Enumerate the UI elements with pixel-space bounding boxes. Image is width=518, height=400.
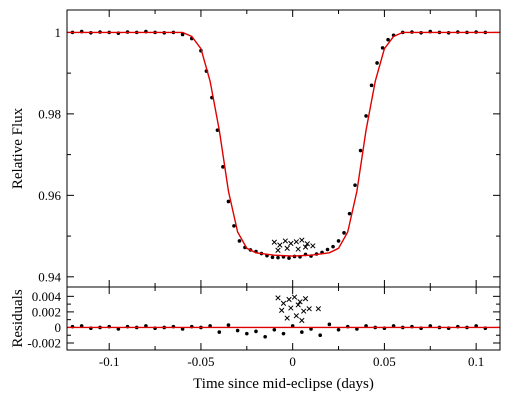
data-point bbox=[281, 331, 286, 336]
outlier-point bbox=[295, 302, 301, 308]
data-point bbox=[263, 334, 267, 339]
outlier-point bbox=[293, 239, 299, 245]
data-point bbox=[342, 231, 346, 235]
y-tick-label: 0.94 bbox=[38, 269, 61, 284]
data-point bbox=[336, 239, 341, 243]
data-point bbox=[358, 148, 363, 153]
data-point bbox=[232, 224, 236, 228]
data-point bbox=[300, 330, 304, 334]
data-point bbox=[336, 327, 341, 332]
outlier-point bbox=[288, 240, 294, 247]
flux-panel-frame bbox=[66, 9, 501, 288]
outlier-point bbox=[282, 238, 288, 244]
model-curve bbox=[67, 31, 500, 257]
data-point bbox=[327, 322, 332, 327]
outlier-point bbox=[280, 300, 287, 306]
outlier-point bbox=[275, 247, 281, 253]
data-point bbox=[347, 211, 352, 216]
time-x-axis-title: Time since mid-eclipse (days) bbox=[193, 376, 374, 392]
data-point bbox=[353, 183, 357, 187]
data-point bbox=[270, 255, 275, 260]
residuals-panel-frame bbox=[66, 286, 501, 351]
data-point bbox=[325, 247, 330, 252]
y-tick-label: 0.002 bbox=[32, 304, 61, 319]
outlier-point bbox=[288, 305, 294, 311]
outlier-point bbox=[295, 246, 301, 252]
data-point bbox=[215, 128, 220, 132]
outlier-point bbox=[286, 296, 292, 303]
outlier-point bbox=[315, 306, 322, 312]
data-point bbox=[369, 83, 374, 88]
y-tick-label: 1 bbox=[55, 25, 62, 40]
y-tick-label: 0.96 bbox=[38, 188, 61, 203]
y-tick-label: 0.98 bbox=[38, 106, 61, 121]
data-point bbox=[272, 327, 277, 332]
data-point bbox=[380, 46, 385, 50]
y-tick-label: 0 bbox=[55, 320, 62, 335]
flux-panel-ticks bbox=[67, 10, 500, 287]
data-point bbox=[217, 330, 222, 334]
outlier-point bbox=[310, 243, 316, 249]
flux-panel-tick-labels: 0.94 0.96 0.98 1 bbox=[38, 25, 61, 284]
data-point bbox=[375, 61, 379, 65]
outlier-point bbox=[284, 315, 290, 321]
residuals-y-axis-title: Residuals bbox=[10, 289, 26, 347]
data-point bbox=[254, 329, 258, 334]
outlier-point bbox=[284, 245, 290, 251]
outlier-point bbox=[297, 299, 303, 305]
outlier-point bbox=[301, 308, 307, 314]
residuals-panel-ticks bbox=[67, 287, 500, 350]
x-tick-label: -0.1 bbox=[99, 354, 120, 369]
flux-panel: 0.94 0.96 0.98 1 Relative Flux bbox=[10, 9, 501, 288]
outlier-point bbox=[279, 307, 285, 313]
data-point bbox=[226, 323, 231, 327]
x-tick-label: 0 bbox=[289, 354, 296, 369]
data-point bbox=[287, 256, 291, 260]
residuals-panel-data bbox=[67, 294, 500, 339]
outlier-point bbox=[277, 242, 283, 248]
outlier-point bbox=[291, 294, 298, 300]
outlier-point bbox=[302, 296, 309, 302]
outlier-point bbox=[293, 313, 299, 319]
outlier-point bbox=[299, 317, 305, 324]
data-point bbox=[237, 239, 242, 243]
data-point bbox=[331, 244, 335, 249]
x-tick-label: 0.05 bbox=[373, 354, 396, 369]
outlier-point bbox=[304, 241, 311, 247]
outlier-point bbox=[275, 295, 281, 301]
data-point bbox=[245, 331, 249, 336]
outlier-point bbox=[271, 239, 277, 245]
outlier-point bbox=[299, 237, 305, 243]
data-point bbox=[226, 199, 231, 204]
data-point bbox=[276, 255, 280, 260]
data-point bbox=[221, 165, 225, 169]
data-point bbox=[318, 333, 322, 338]
data-point bbox=[235, 328, 240, 333]
x-tick-label: 0.1 bbox=[468, 354, 484, 369]
flux-y-axis-title: Relative Flux bbox=[10, 107, 26, 189]
outlier-point bbox=[302, 244, 309, 250]
data-point bbox=[364, 114, 368, 118]
x-tick-label: -0.05 bbox=[187, 354, 214, 369]
flux-panel-data bbox=[67, 29, 500, 260]
y-tick-label: 0.004 bbox=[32, 289, 62, 304]
y-tick-label: -0.002 bbox=[27, 336, 61, 351]
data-point bbox=[386, 37, 390, 42]
outlier-point bbox=[306, 306, 312, 312]
